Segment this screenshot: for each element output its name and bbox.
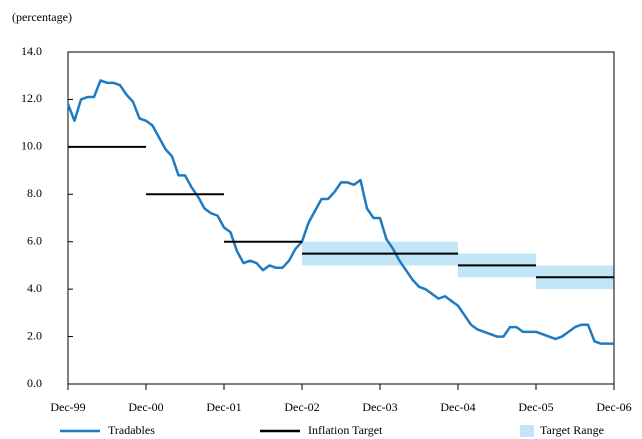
tradables-line	[66, 79, 614, 345]
x-tick-label: Dec-04	[440, 400, 475, 414]
x-tick-label: Dec-05	[518, 400, 553, 414]
x-tick-label: Dec-03	[362, 400, 397, 414]
x-tick-label: Dec-06	[596, 400, 631, 414]
y-tick-label: 14.0	[21, 44, 42, 58]
y-tick-label: 6.0	[27, 233, 42, 247]
y-tick-label: 8.0	[27, 186, 42, 200]
plot-frame	[67, 51, 615, 385]
x-tick-label: Dec-02	[284, 400, 319, 414]
y-tick-label: 2.0	[27, 328, 42, 342]
legend-swatch	[520, 425, 534, 437]
legend-label: Tradables	[108, 423, 155, 437]
y-tick-label: 12.0	[21, 91, 42, 105]
y-axis-label: (percentage)	[12, 10, 72, 24]
x-tick-label: Dec-00	[128, 400, 163, 414]
legend-label: Inflation Target	[308, 423, 383, 437]
legend-label: Target Range	[540, 423, 604, 437]
y-tick-label: 4.0	[27, 281, 42, 295]
y-tick-label: 10.0	[21, 139, 42, 153]
x-tick-label: Dec-99	[50, 400, 85, 414]
x-tick-label: Dec-01	[206, 400, 241, 414]
y-tick-label: 0.0	[27, 376, 42, 390]
